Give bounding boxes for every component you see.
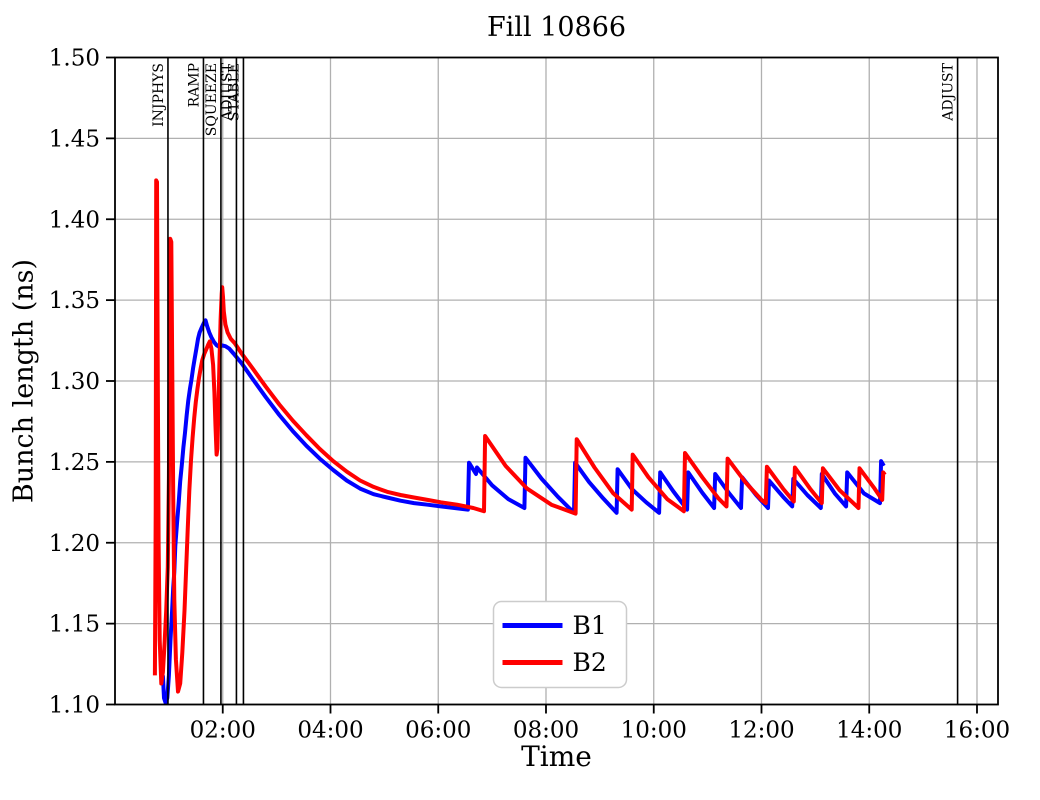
beam-mode-label: INJPHYS (151, 63, 167, 127)
legend-label-b1: B1 (573, 611, 607, 640)
y-tick-label: 1.20 (49, 531, 100, 557)
y-tick-label: 1.10 (49, 693, 100, 719)
series-line-b2 (152, 178, 887, 694)
series-line-b1 (160, 318, 886, 705)
x-tick-label: 08:00 (513, 718, 579, 744)
y-tick-label: 1.50 (49, 46, 100, 72)
x-tick-label: 06:00 (405, 718, 471, 744)
x-tick-label: 14:00 (836, 718, 902, 744)
beam-mode-label: ADJUST (941, 62, 957, 121)
y-tick-label: 1.40 (49, 207, 100, 233)
x-tick-label: 02:00 (190, 718, 256, 744)
y-tick-label: 1.35 (49, 288, 100, 314)
legend-label-b2: B2 (573, 648, 607, 677)
beam-mode-label: SQUEEZE (204, 63, 220, 136)
x-axis-label: Time (521, 740, 592, 773)
y-tick-label: 1.30 (49, 369, 100, 395)
beam-mode-label: ADJUST (219, 62, 235, 121)
y-tick-label: 1.25 (49, 450, 100, 476)
x-tick-label: 16:00 (944, 718, 1010, 744)
beam-mode-label: RAMP (186, 63, 202, 107)
chart-title: Fill 10866 (486, 12, 627, 43)
x-tick-label: 12:00 (728, 718, 794, 744)
x-tick-label: 04:00 (297, 718, 363, 744)
beam-mode-label: STABLE (226, 63, 242, 121)
y-tick-label: 1.45 (49, 126, 100, 152)
y-tick-label: 1.15 (49, 612, 100, 638)
x-tick-label: 10:00 (621, 718, 687, 744)
